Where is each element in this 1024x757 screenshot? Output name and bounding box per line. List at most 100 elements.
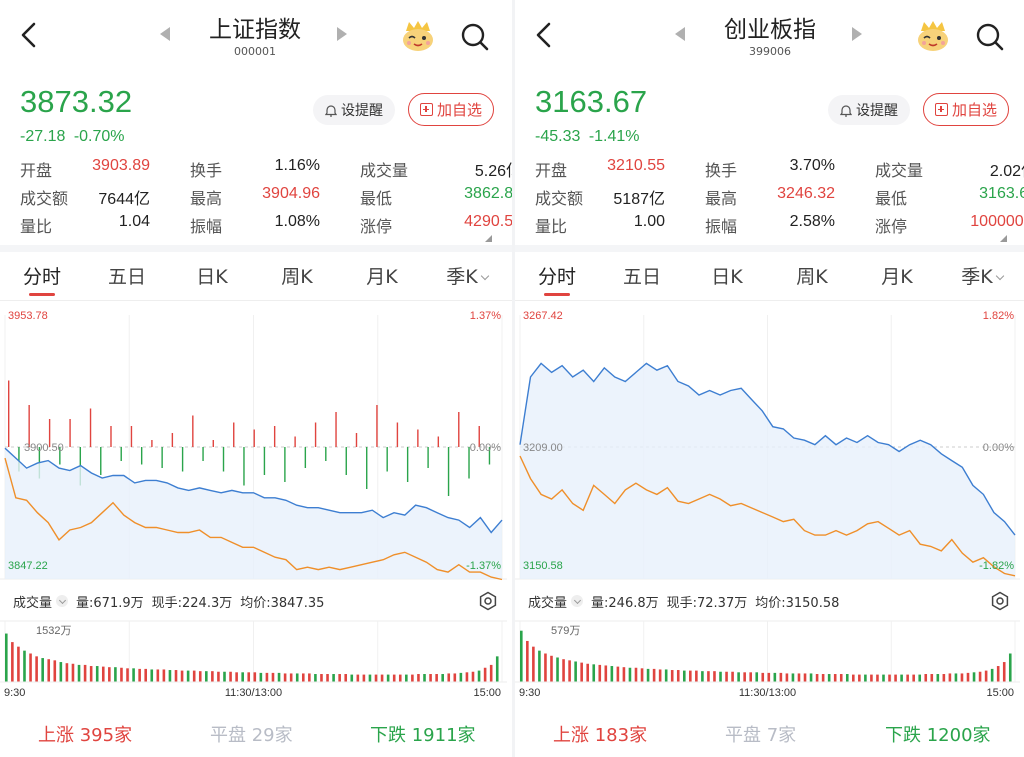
volume-bar [827, 674, 831, 682]
next-index-icon[interactable] [337, 27, 347, 41]
tab-0[interactable]: 分时 [522, 262, 592, 289]
volume-bar [83, 664, 87, 682]
time-label-start: 9:30 [519, 687, 540, 699]
search-icon[interactable] [975, 22, 1005, 52]
breadth-bar [100, 447, 102, 475]
back-arrow-icon[interactable] [18, 20, 40, 50]
axis-label-y-bot: 3150.58 [523, 560, 563, 572]
expand-corner-icon[interactable] [485, 235, 492, 242]
breadth-bar [253, 429, 255, 447]
volume-bar [59, 662, 63, 682]
volume-bar [845, 674, 849, 682]
index-code: 000001 [234, 45, 276, 58]
chevron-down-icon [480, 271, 489, 281]
unchanged-count: 7家 [766, 725, 797, 746]
tab-0[interactable]: 分时 [7, 262, 77, 289]
back-arrow-icon[interactable] [533, 20, 555, 50]
volume-bar [423, 674, 426, 682]
expand-corner-icon[interactable] [1000, 235, 1007, 242]
tab-4[interactable]: 月K [347, 262, 417, 289]
intraday-chart[interactable]: 3953.78 1.37% 3900.50 0.00% 3847.22 -1.37% [0, 301, 512, 584]
volume-bar [368, 674, 372, 682]
tab-3[interactable]: 周K [262, 262, 332, 289]
volume-bar [954, 673, 958, 682]
mascot-icon[interactable] [400, 19, 436, 53]
tab-label: 日K [711, 266, 743, 288]
volume-bar [180, 670, 184, 682]
settings-gear-icon[interactable] [478, 591, 498, 611]
volume-bar [990, 668, 994, 682]
decliners: 下跌 1911家 [370, 721, 476, 747]
stat-label: 涨停 [360, 217, 393, 236]
stat-value: 7644亿 [98, 191, 150, 208]
volume-bar [41, 658, 44, 682]
volume-bar [719, 671, 722, 682]
volume-bar [918, 674, 922, 682]
tabs-divider [515, 300, 1024, 301]
volume-bar [271, 672, 275, 682]
volume-bar [314, 674, 317, 682]
breadth-bar [89, 408, 92, 447]
volume-bar [320, 674, 323, 682]
volume-bar [785, 673, 789, 682]
volume-bar [689, 670, 692, 682]
volume-bar [29, 653, 32, 682]
volume-info-bar: 成交量 量:246.8万 现手:72.37万 均价:3150.58 [515, 586, 1024, 616]
volume-bar [411, 674, 414, 682]
axis-label-pct-top: 1.37% [470, 310, 501, 322]
volume-bar [120, 667, 123, 682]
tab-3[interactable]: 周K [777, 262, 847, 289]
stat-label: 量比 [20, 217, 53, 236]
mascot-icon[interactable] [915, 19, 951, 53]
volume-bar [936, 674, 940, 682]
volume-indicator-select[interactable]: 成交量 [528, 592, 584, 611]
volume-bar [289, 673, 293, 682]
header: 创业板指 399006 [515, 0, 1024, 72]
section-separator [0, 245, 512, 252]
breadth-bar [335, 412, 337, 447]
volume-bar [646, 668, 650, 682]
settings-gear-icon[interactable] [990, 591, 1010, 611]
volume-bar [755, 672, 759, 682]
breadth-bar [468, 447, 470, 479]
volume-indicator-select[interactable]: 成交量 [13, 592, 69, 611]
volume-bar [295, 673, 299, 682]
volume-bar [707, 671, 710, 682]
set-alert-button[interactable]: 设提醒 [828, 95, 910, 125]
volume-bar [852, 674, 855, 682]
volume-bar [622, 667, 626, 682]
prev-index-icon[interactable] [675, 27, 685, 41]
volume-bar [779, 672, 783, 682]
volume-chart[interactable]: 1532万 9:30 11:30/13:00 15:00 [0, 617, 512, 707]
volume-chart[interactable]: 579万 9:30 11:30/13:00 15:00 [515, 617, 1024, 707]
intraday-chart[interactable]: 3267.42 1.82% 3209.00 0.00% 3150.58 -1.82% [515, 301, 1024, 584]
stats-grid: 开盘 3903.89 换手 1.16% 成交量 5.26亿成交额 7644亿 最高 3904.9… [20, 157, 512, 241]
volume-bar [283, 673, 287, 682]
breadth-bar [355, 433, 358, 447]
volume-average-price: 均价:3847.35 [240, 595, 325, 611]
add-watchlist-button[interactable]: 加自选 [408, 93, 494, 126]
next-index-icon[interactable] [852, 27, 862, 41]
add-watchlist-button[interactable]: 加自选 [923, 93, 1009, 126]
tab-2[interactable]: 日K [177, 262, 247, 289]
tab-1[interactable]: 五日 [607, 262, 677, 289]
search-icon[interactable] [460, 22, 490, 52]
tab-5[interactable]: 季K [947, 262, 1017, 289]
volume-bar [592, 664, 596, 682]
unchanged-label: 平盘 [210, 725, 246, 746]
tab-2[interactable]: 日K [692, 262, 762, 289]
prev-index-icon[interactable] [160, 27, 170, 41]
tab-1[interactable]: 五日 [92, 262, 162, 289]
active-tab-underline [544, 293, 570, 296]
volume-bar [658, 669, 662, 682]
volume-bar [1008, 653, 1012, 682]
volume-bar [713, 671, 716, 682]
time-label-mid: 11:30/13:00 [739, 687, 796, 699]
tab-4[interactable]: 月K [862, 262, 932, 289]
stats-row: 成交额 7644亿 最高 3904.96 最低 3862.82 [20, 185, 512, 213]
volume-bar [162, 669, 166, 682]
tab-5[interactable]: 季K [432, 262, 502, 289]
breadth-bar [386, 447, 388, 472]
breadth-bar [314, 422, 317, 447]
set-alert-button[interactable]: 设提醒 [313, 95, 395, 125]
